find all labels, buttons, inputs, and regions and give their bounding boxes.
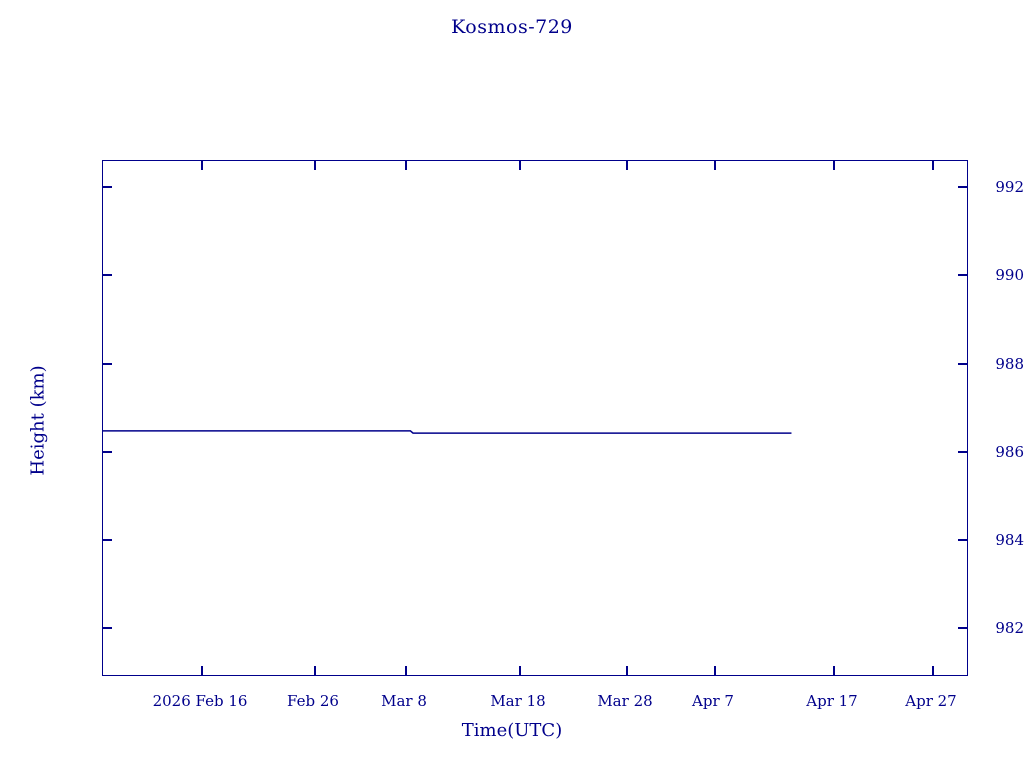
y-tick-mark-right	[958, 539, 967, 541]
y-tick-mark-right	[958, 363, 967, 365]
x-tick-mark-bottom	[519, 666, 521, 675]
y-tick-label-988: 988	[995, 355, 1024, 373]
x-tick-label-1: Feb 26	[287, 692, 339, 710]
y-tick-mark	[103, 539, 112, 541]
x-tick-mark-bottom	[201, 666, 203, 675]
x-tick-mark-top	[201, 161, 203, 170]
x-tick-mark-bottom	[714, 666, 716, 675]
x-tick-label-4: Mar 28	[597, 692, 653, 710]
y-tick-mark	[103, 627, 112, 629]
x-tick-mark-top	[626, 161, 628, 170]
data-series-line	[103, 430, 792, 434]
x-tick-mark-bottom	[626, 666, 628, 675]
y-tick-mark-right	[958, 186, 967, 188]
page-title: Kosmos-729	[451, 16, 573, 38]
y-tick-mark-right	[958, 627, 967, 629]
x-tick-mark-top	[932, 161, 934, 170]
x-tick-mark-top	[405, 161, 407, 170]
x-tick-label-0: 2026 Feb 16	[152, 692, 248, 710]
plot-area	[102, 160, 968, 676]
x-tick-mark-top	[714, 161, 716, 170]
y-tick-label-984: 984	[995, 531, 1024, 549]
x-tick-label-6: Apr 17	[806, 692, 858, 710]
x-tick-mark-bottom	[833, 666, 835, 675]
x-tick-label-3: Mar 18	[490, 692, 546, 710]
x-tick-mark-top	[519, 161, 521, 170]
x-tick-mark-top	[314, 161, 316, 170]
x-tick-mark-top	[833, 161, 835, 170]
x-tick-label-2: Mar 8	[381, 692, 427, 710]
x-tick-mark-bottom	[405, 666, 407, 675]
y-tick-label-992: 992	[995, 178, 1024, 196]
x-tick-label-5: Apr 7	[692, 692, 734, 710]
y-tick-mark	[103, 274, 112, 276]
y-tick-mark-right	[958, 451, 967, 453]
y-tick-label-986: 986	[995, 443, 1024, 461]
y-tick-label-990: 990	[995, 266, 1024, 284]
x-axis-label: Time(UTC)	[461, 720, 563, 741]
y-axis-label: Height (km)	[27, 365, 49, 476]
x-tick-mark-bottom	[314, 666, 316, 675]
x-tick-mark-bottom	[932, 666, 934, 675]
y-tick-mark	[103, 451, 112, 453]
y-tick-mark-right	[958, 274, 967, 276]
y-tick-mark	[103, 363, 112, 365]
y-tick-label-982: 982	[995, 619, 1024, 637]
y-tick-mark	[103, 186, 112, 188]
x-tick-label-7: Apr 27	[905, 692, 957, 710]
